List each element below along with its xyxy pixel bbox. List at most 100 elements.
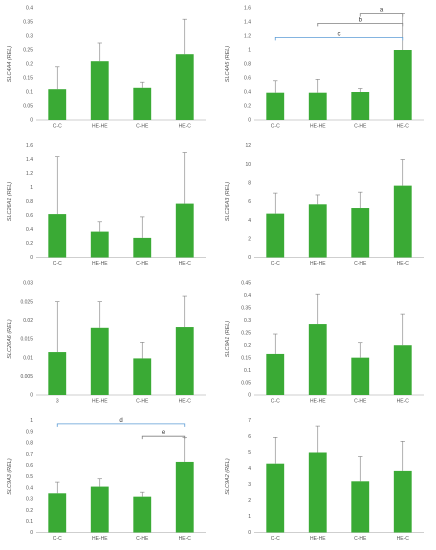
category-label: C-HE <box>136 536 149 542</box>
chart-panel-1: 0 0.05 0.1 0.15 0.2 0.25 0.3 0.35 0.4 SLC4A4 (REL… <box>7 6 206 130</box>
y-tick-label: 0 <box>248 530 251 536</box>
bar <box>48 352 67 395</box>
category-label: C-C <box>271 536 280 542</box>
y-tick-label: 1.6 <box>26 143 33 149</box>
y-tick-label: 1 <box>30 185 33 191</box>
y-axis-label: SLC26A6 (REL) <box>7 319 13 359</box>
y-axis-label: SLC4A5 (REL) <box>225 46 231 83</box>
y-tick-label: 0.9 <box>26 429 33 435</box>
chart-panel-4: 0 2 4 6 8 10 12 SLC26A3 (REL) C-C HE-HE C-HE HE-C <box>225 143 424 267</box>
y-axis-label: SLC9A3 (REL) <box>7 458 13 495</box>
y-tick-label: 0.2 <box>244 104 251 110</box>
category-label: C-C <box>271 261 280 267</box>
y-axis-label: SLC4A4 (REL) <box>7 46 13 83</box>
category-label: HE-C <box>179 536 192 542</box>
y-tick-label: 0.1 <box>26 90 33 96</box>
category-label: C-HE <box>354 124 367 130</box>
bar <box>308 204 327 258</box>
y-tick-label: 0.3 <box>26 34 33 40</box>
bar <box>308 324 327 395</box>
category-label: HE-HE <box>92 261 108 267</box>
bar <box>351 481 370 533</box>
category-label: HE-C <box>397 261 410 267</box>
category-label: C-HE <box>136 261 149 267</box>
category-label: C-C <box>53 536 62 542</box>
chart-panel-7: 0 0.1 0.2 0.3 0.4 0.5 0.6 0.7 0.8 0.9 1 SLC9A3 (REL… <box>7 418 206 542</box>
y-tick-label: 0.15 <box>23 76 33 82</box>
y-tick-label: 0.6 <box>244 76 251 82</box>
chart-panel-3: 0 0.2 0.4 0.6 0.8 1 1.2 1.4 1.6 SLC26A1 (REL) C-C H… <box>7 143 206 267</box>
y-tick-label: 0.25 <box>23 48 33 54</box>
y-tick-label: 5 <box>248 450 251 456</box>
y-tick-label: 1.4 <box>244 20 251 26</box>
bar <box>90 231 109 258</box>
category-label: HE-C <box>179 399 192 405</box>
y-tick-label: 0.2 <box>244 343 251 349</box>
y-tick-label: 2 <box>248 237 251 243</box>
y-tick-label: 0.7 <box>26 452 33 458</box>
category-label: C-HE <box>354 399 367 405</box>
category-label: HE-C <box>397 536 410 542</box>
bar <box>308 92 327 120</box>
bar <box>266 353 285 395</box>
category-label: C-C <box>271 124 280 130</box>
y-tick-label: 0 <box>30 118 33 124</box>
y-tick-label: 0.4 <box>244 90 251 96</box>
y-tick-label: 0 <box>30 530 33 536</box>
y-axis-label: SLC26A3 (REL) <box>225 182 231 222</box>
category-label: C-C <box>271 399 280 405</box>
category-label: C-HE <box>354 536 367 542</box>
bar <box>133 496 152 533</box>
y-tick-label: 8 <box>248 181 251 187</box>
category-label: HE-HE <box>310 399 326 405</box>
category-label: HE-HE <box>92 536 108 542</box>
bar <box>393 345 412 395</box>
significance-label: c <box>338 31 341 37</box>
bar <box>266 213 285 258</box>
category-label: HE-HE <box>310 261 326 267</box>
significance-label: a <box>380 8 384 14</box>
category-label: HE-C <box>179 124 192 130</box>
y-tick-label: 4 <box>248 218 251 224</box>
bar <box>48 493 67 533</box>
bar <box>48 214 67 258</box>
y-tick-label: 0.35 <box>241 306 251 312</box>
y-tick-label: 0.6 <box>26 463 33 469</box>
category-label: C-C <box>53 124 62 130</box>
y-tick-label: 0.8 <box>244 62 251 68</box>
y-tick-label: 4 <box>248 466 251 472</box>
y-axis-label: SLC26A1 (REL) <box>7 182 13 222</box>
y-tick-label: 0.01 <box>23 355 33 361</box>
y-tick-label: 0.1 <box>244 368 251 374</box>
significance-label: b <box>359 17 363 23</box>
category-label: HE-C <box>397 124 410 130</box>
y-tick-label: 0.4 <box>26 227 33 233</box>
significance-bracket <box>141 435 186 440</box>
category-label: HE-HE <box>310 536 326 542</box>
category-label: HE-C <box>179 261 192 267</box>
category-label: HE-HE <box>310 124 326 130</box>
y-tick-label: 0 <box>30 255 33 261</box>
y-tick-label: 6 <box>248 199 251 205</box>
bar <box>133 87 152 120</box>
bar <box>393 185 412 258</box>
y-tick-label: 0.3 <box>244 318 251 324</box>
y-tick-label: 1 <box>248 48 251 54</box>
chart-panel-6: 0 0.05 0.1 0.15 0.2 0.25 0.3 0.35 0.4 0.45 SLC9A1 … <box>225 281 424 405</box>
y-tick-label: 0.5 <box>26 474 33 480</box>
y-tick-label: 0.025 <box>20 299 33 305</box>
y-tick-label: 0.45 <box>241 281 251 287</box>
y-tick-label: 1.4 <box>26 157 33 163</box>
y-tick-label: 6 <box>248 434 251 440</box>
y-tick-label: 0.03 <box>23 281 33 287</box>
significance-bracket <box>317 23 404 27</box>
y-tick-label: 10 <box>245 162 251 168</box>
y-tick-label: 0.4 <box>26 6 33 12</box>
chart-panel-2: 0 0.2 0.4 0.6 0.8 1 1.2 1.4 1.6 SLC4A5 (REL) C-C HE… <box>225 6 424 130</box>
y-tick-label: 3 <box>248 482 251 488</box>
y-tick-label: 0 <box>248 393 251 399</box>
y-tick-label: 0.4 <box>26 485 33 491</box>
bar <box>266 463 285 533</box>
bar <box>351 357 370 395</box>
